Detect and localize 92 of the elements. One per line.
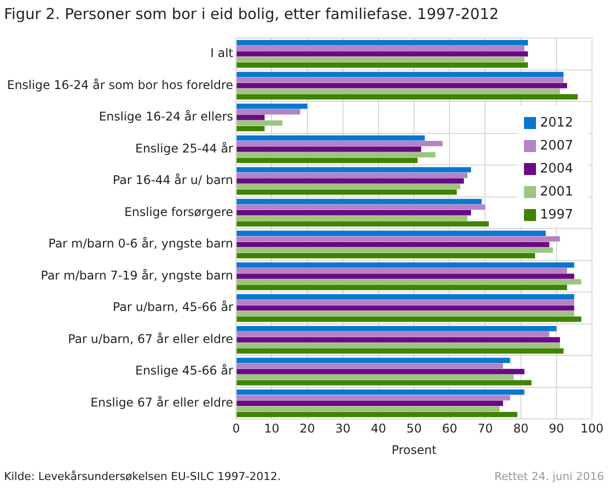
x-tick-label: 30 (335, 422, 351, 436)
chart-title: Figur 2. Personer som bor i eid bolig, etter familiefase. 1997-2012 (4, 4, 499, 23)
bar (236, 268, 568, 274)
bar (236, 305, 574, 311)
bar (236, 400, 504, 406)
bar (236, 140, 443, 146)
x-tick-label: 90 (548, 422, 564, 436)
y-tick-label: Enslige 67 år eller eldre (90, 395, 234, 410)
bar (236, 363, 504, 369)
bar (236, 184, 460, 190)
bar (236, 300, 574, 306)
x-tick-label: 0 (232, 422, 240, 436)
bar (236, 152, 436, 158)
bar (236, 374, 514, 380)
x-tick-label: 40 (370, 422, 386, 436)
bar (236, 51, 528, 57)
bar (236, 120, 282, 126)
x-tick-label: 100 (580, 422, 604, 436)
bar (236, 326, 556, 332)
bar (236, 77, 564, 83)
bar (236, 135, 425, 141)
bar (236, 337, 560, 342)
bar (236, 342, 560, 348)
bar (236, 189, 457, 195)
bar (236, 109, 300, 114)
bar (236, 158, 418, 164)
bar (236, 62, 528, 68)
bar (236, 380, 532, 386)
x-tick-label: 20 (300, 422, 315, 436)
y-tick-label: Par 16-44 år u/ barn (112, 173, 234, 188)
bar (236, 242, 550, 248)
legend-label: 2007 (540, 138, 574, 154)
y-tick-label: Par u/barn, 45-66 år (112, 300, 234, 314)
bar (236, 114, 265, 120)
bar (236, 310, 574, 316)
legend-label: 2012 (540, 115, 574, 130)
bar (236, 46, 524, 51)
bar (236, 332, 550, 337)
bar (236, 247, 553, 253)
bar (236, 253, 536, 258)
x-tick-label: 10 (264, 422, 280, 436)
bar (236, 146, 422, 152)
bar (236, 236, 560, 242)
bar (236, 262, 574, 268)
bar (236, 94, 578, 100)
x-tick-label: 80 (513, 422, 528, 436)
bar (236, 221, 489, 227)
text: Kilde: Levekårsundersøkelsen EU-SILC 1997-2012. (4, 470, 281, 483)
bar (236, 88, 560, 94)
bar (236, 230, 546, 236)
bar (236, 126, 265, 132)
legend-label: 2004 (540, 161, 574, 176)
bar (236, 348, 564, 354)
y-tick-label: Enslige 16-24 år ellers (98, 110, 234, 124)
text: Rettet 24. juni 2016 (494, 470, 604, 483)
bar (236, 294, 574, 300)
bar (236, 210, 472, 216)
y-tick-label: Par m/barn 0-6 år, yngste barn (48, 236, 234, 251)
bar (236, 216, 468, 221)
y-tick-label: Par u/barn, 67 år eller eldre (68, 332, 234, 346)
y-tick-label: Enslige 45-66 år (135, 364, 234, 378)
y-tick-label: Enslige forsørgere (124, 204, 234, 219)
y-tick-label: Par m/barn 7-19 år, yngste barn (40, 268, 234, 282)
x-tick-label: 70 (478, 422, 493, 436)
bar (236, 40, 528, 46)
y-tick-label: Enslige 16-24 år som bor hos foreldre (6, 78, 234, 92)
bar (236, 358, 510, 364)
bar (236, 56, 524, 62)
bar (236, 316, 582, 322)
bar (236, 389, 524, 395)
legend-label: 2001 (540, 184, 574, 200)
y-tick-label: I alt (210, 46, 234, 60)
bar (236, 72, 564, 78)
bar (236, 198, 482, 204)
bar (236, 406, 500, 412)
bar (236, 172, 468, 178)
bar (236, 412, 518, 418)
bar (236, 284, 568, 290)
bar (236, 167, 472, 172)
x-tick-label: 50 (406, 422, 422, 436)
bar (236, 395, 510, 400)
bar (236, 279, 582, 284)
bar (236, 104, 308, 109)
legend-label: 1997 (540, 207, 574, 222)
y-tick-label: Enslige 25-44 år (135, 141, 234, 156)
bar (236, 368, 524, 374)
bar (236, 178, 464, 184)
bar (236, 274, 574, 279)
bar (236, 204, 486, 210)
bar (236, 82, 568, 88)
x-tick-label: 60 (442, 422, 458, 436)
x-axis-title: Prosent (392, 442, 437, 457)
